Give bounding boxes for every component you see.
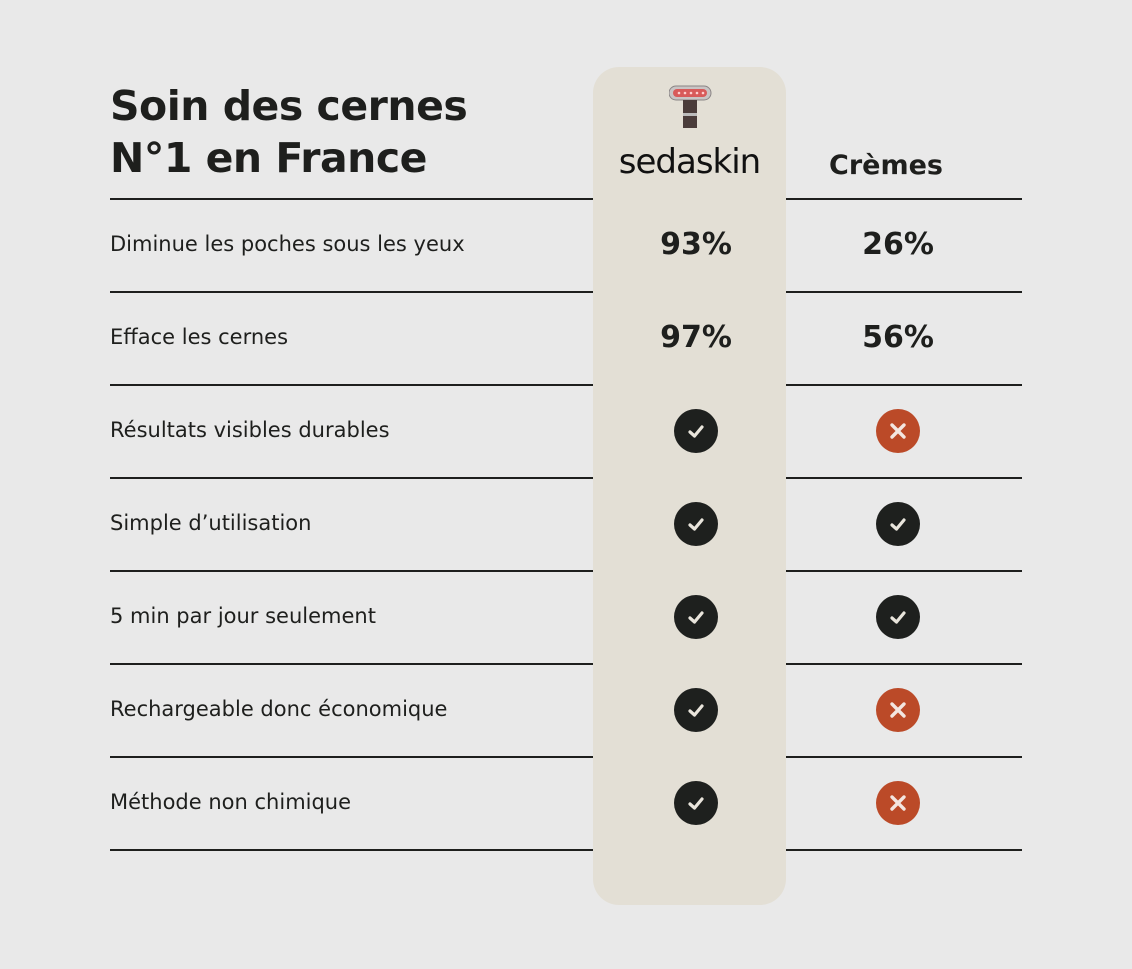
divider (786, 756, 1022, 758)
feature-label: Simple d’utilisation (110, 511, 312, 535)
sedaskin-value (636, 570, 756, 663)
cross-icon (876, 780, 920, 825)
check-icon (876, 594, 920, 639)
feature-label: 5 min par jour seulement (110, 604, 376, 628)
feature-label: Diminue les poches sous les yeux (110, 232, 465, 256)
table-row: Résultats visibles durables (0, 384, 1132, 477)
cross-icon (876, 408, 920, 453)
sedaskin-column-highlight (593, 67, 786, 905)
divider (110, 198, 593, 200)
check-icon (674, 687, 718, 732)
sedaskin-value (636, 756, 756, 849)
cremes-value: 56% (862, 320, 934, 355)
divider (786, 477, 1022, 479)
sedaskin-value (636, 384, 756, 477)
feature-label: Méthode non chimique (110, 790, 352, 814)
check-icon (674, 780, 718, 825)
check-icon (674, 501, 718, 546)
divider (110, 756, 593, 758)
cross-icon (876, 687, 920, 732)
cremes-value (838, 477, 958, 570)
divider (786, 570, 1022, 572)
table-row: 5 min par jour seulement (0, 570, 1132, 663)
table-row: Simple d’utilisation (0, 477, 1132, 570)
cremes-value (838, 384, 958, 477)
divider (786, 198, 1022, 200)
cremes-value (838, 756, 958, 849)
device-image (669, 85, 712, 128)
feature-label: Efface les cernes (110, 325, 289, 349)
check-icon (674, 594, 718, 639)
sedaskin-value (636, 477, 756, 570)
divider (110, 384, 593, 386)
check-icon (674, 408, 718, 453)
page-title: Soin des cernes N°1 en France (110, 82, 468, 182)
divider (110, 663, 593, 665)
sedaskin-value (636, 663, 756, 756)
divider (786, 663, 1022, 665)
check-icon (876, 501, 920, 546)
divider (786, 291, 1022, 293)
cremes-value: 26% (862, 227, 934, 262)
table-row: Efface les cernes 97% 56% (0, 291, 1132, 384)
divider (110, 291, 593, 293)
feature-label: Résultats visibles durables (110, 418, 390, 442)
divider (110, 477, 593, 479)
cremes-header: Crèmes (829, 150, 943, 181)
sedaskin-logo: sedaskin (618, 142, 761, 182)
feature-label: Rechargeable donc économique (110, 697, 448, 721)
table-row: Diminue les poches sous les yeux 93% 26% (0, 198, 1132, 291)
sedaskin-value: 93% (660, 227, 732, 262)
cremes-value (838, 663, 958, 756)
cremes-value (838, 570, 958, 663)
divider (110, 570, 593, 572)
divider (786, 384, 1022, 386)
table-row: Méthode non chimique (0, 756, 1132, 849)
divider (110, 849, 593, 851)
table-row: Rechargeable donc économique (0, 663, 1132, 756)
divider (786, 849, 1022, 851)
sedaskin-value: 97% (660, 320, 732, 355)
